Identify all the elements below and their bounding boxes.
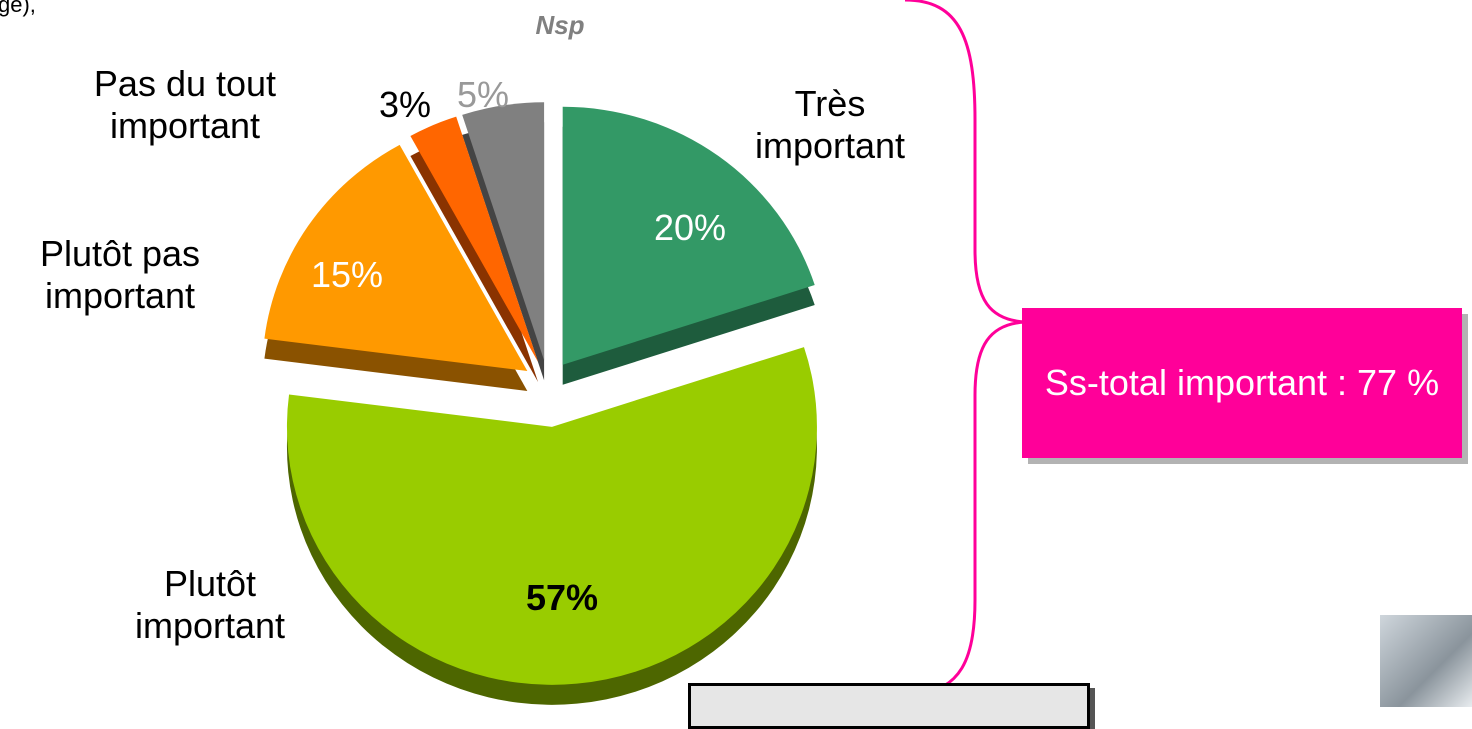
category-label: Nsp (535, 4, 584, 46)
category-label: Très important (720, 83, 940, 167)
value-label: 20% (654, 207, 726, 249)
annotation: Ss-total important : 77 % (1045, 361, 1439, 405)
annotation-box: Ss-total important : 77 % (1022, 308, 1462, 458)
category-label: Pas du tout important (55, 63, 315, 147)
value-label: 57% (526, 577, 598, 619)
slice (287, 347, 817, 685)
text-box (688, 683, 1090, 729)
value-label: 15% (311, 254, 383, 296)
category-label: Plutôt important (110, 563, 310, 647)
category-label: Plutôt pas important (5, 233, 235, 317)
fragment-text: ge), (0, 0, 36, 18)
photo (1380, 615, 1472, 707)
page: ge), Ss-total important : 77 % (() => { … (0, 0, 1472, 707)
value-label: 5% (457, 74, 509, 116)
value-label: 3% (379, 84, 431, 126)
